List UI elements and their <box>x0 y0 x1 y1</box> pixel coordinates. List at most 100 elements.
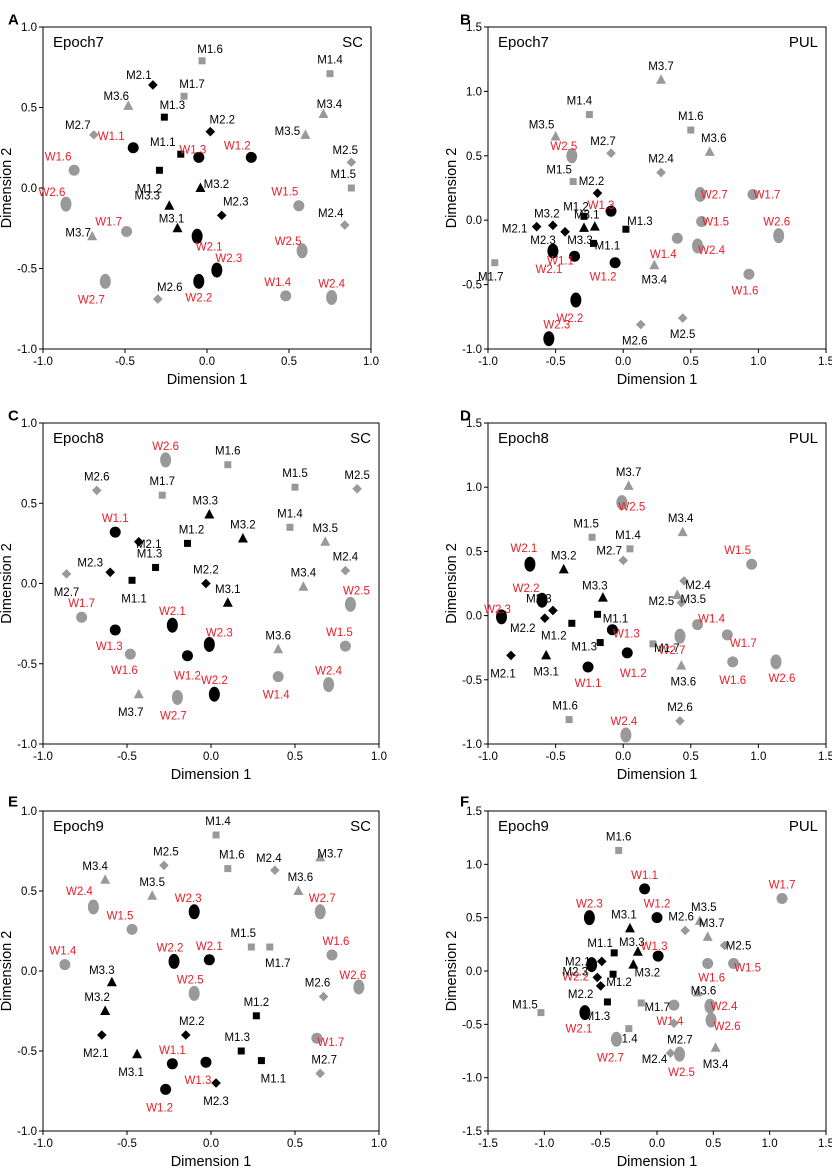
data-point-M2-6 <box>91 485 102 496</box>
data-point-M3-6 <box>704 146 715 156</box>
point-label: W1.6 <box>719 675 746 687</box>
point-label: M2.6 <box>622 336 648 348</box>
x-tick-label: -1.0 <box>33 356 53 368</box>
epoch-title: Epoch7 <box>498 34 549 51</box>
point-label: M3.5 <box>275 126 301 138</box>
data-point-W2-5 <box>566 148 578 164</box>
data-point-W2-6 <box>705 1012 717 1028</box>
data-point-W1-6 <box>68 164 80 176</box>
point-label: W1.5 <box>734 963 761 975</box>
data-point-W2-3 <box>188 904 200 920</box>
point-label: M3.5 <box>691 902 717 914</box>
x-tick-label: 0.5 <box>287 1138 303 1150</box>
data-point-M2-4 <box>665 1048 676 1058</box>
data-point-W2-2 <box>536 592 548 608</box>
data-point-M3-7 <box>133 688 144 699</box>
point-label: M3.7 <box>616 467 642 479</box>
epoch-title: Epoch8 <box>53 430 104 447</box>
y-axis-label: Dimension 2 <box>0 931 15 1012</box>
point-label: M2.7 <box>667 1034 693 1046</box>
point-label: W2.4 <box>610 716 637 728</box>
point-label: M2.2 <box>179 1016 205 1028</box>
data-point-W1-6 <box>326 949 338 961</box>
data-point-M2-7 <box>315 1068 325 1079</box>
panel-C: C -1.0 -0.5 0.0 0.5 1.0 -1.0 -0.5 0.0 0.5 1.0 Dimen… <box>0 407 387 783</box>
data-point-W1-6 <box>727 656 739 668</box>
point-label: W1.3 <box>185 1075 212 1087</box>
point-label: W1.5 <box>107 910 134 922</box>
point-label: M3.7 <box>65 227 91 239</box>
data-point-M3-7 <box>702 931 713 941</box>
data-point-W2-7 <box>610 1031 622 1047</box>
data-point-W1-5 <box>126 923 138 935</box>
point-label: M3.1 <box>611 909 637 921</box>
y-tick-label: 0.5 <box>466 913 482 925</box>
data-point-W2-6 <box>353 979 365 995</box>
point-label: W2.5 <box>550 141 577 153</box>
data-point-W2-5 <box>296 243 308 259</box>
point-label: M1.1 <box>261 1074 287 1086</box>
data-point-W2-3 <box>543 331 555 347</box>
data-point-M2-1 <box>148 80 158 90</box>
point-label: W2.2 <box>201 675 228 687</box>
region-label: PUL <box>789 818 818 835</box>
data-point-M2-6 <box>680 925 690 936</box>
data-point-M2-4 <box>679 576 689 586</box>
data-point-M1-3 <box>160 113 168 121</box>
point-label: M1.6 <box>552 701 578 713</box>
point-label: W1.6 <box>323 936 350 948</box>
data-point-M1-1 <box>128 576 136 584</box>
data-point-W1-1 <box>569 250 581 262</box>
data-point-M1-4 <box>326 70 334 78</box>
point-label: M3.2 <box>230 520 256 532</box>
data-point-M2-3 <box>216 210 227 221</box>
x-tick-label: 1.5 <box>818 751 832 763</box>
point-label: W1.7 <box>730 638 757 650</box>
point-label: W2.6 <box>714 1021 741 1033</box>
data-point-M2-3 <box>560 226 570 237</box>
y-tick-label: -1.0 <box>17 1126 37 1138</box>
data-point-M3-3 <box>204 508 215 519</box>
data-point-W2-1 <box>191 228 203 244</box>
data-point-M3-7 <box>87 230 98 241</box>
point-label: W2.4 <box>698 245 725 257</box>
point-label: M2.5 <box>333 145 359 157</box>
data-point-M1-1 <box>610 949 618 957</box>
data-point-M1-1 <box>257 1057 265 1065</box>
data-point-M2-7 <box>89 130 99 140</box>
point-label: M1.1 <box>150 137 176 149</box>
point-label: M3.1 <box>159 213 185 225</box>
data-point-M3-4 <box>677 526 688 537</box>
y-tick-label: 1.0 <box>21 418 37 430</box>
point-label: W2.6 <box>39 187 66 199</box>
data-point-M1-5 <box>588 533 596 541</box>
point-label: W2.2 <box>513 583 540 595</box>
data-point-W1-2 <box>651 912 663 924</box>
epoch-title: Epoch9 <box>53 818 104 835</box>
x-axis-label: Dimension 1 <box>617 372 698 388</box>
point-label: W2.4 <box>318 278 345 290</box>
y-tick-label: 1.5 <box>466 806 482 818</box>
point-label: M1.2 <box>137 183 163 195</box>
data-point-M1-1 <box>594 610 602 618</box>
data-point-M1-3 <box>152 563 160 571</box>
y-axis-label: Dimension 2 <box>444 543 460 624</box>
point-label: M2.4 <box>642 1054 668 1066</box>
data-point-W1-7 <box>776 892 788 904</box>
point-label: M3.5 <box>680 594 706 606</box>
point-label: W1.7 <box>754 189 781 201</box>
point-label: W2.7 <box>78 294 105 306</box>
point-label: W1.5 <box>724 545 751 557</box>
point-label: W1.7 <box>68 598 95 610</box>
data-point-W2-4 <box>87 899 99 915</box>
data-point-W1-3 <box>606 624 618 636</box>
data-point-M2-2 <box>201 578 211 589</box>
data-point-M3-3 <box>578 222 589 232</box>
data-point-M2-5 <box>676 597 687 608</box>
point-label: M1.6 <box>678 111 704 123</box>
panel-letter: E <box>8 793 18 810</box>
data-point-M3-5 <box>300 129 311 139</box>
x-tick-label: -1.5 <box>478 1138 498 1150</box>
data-point-M3-6 <box>273 643 284 654</box>
point-label: M1.7 <box>149 476 175 488</box>
